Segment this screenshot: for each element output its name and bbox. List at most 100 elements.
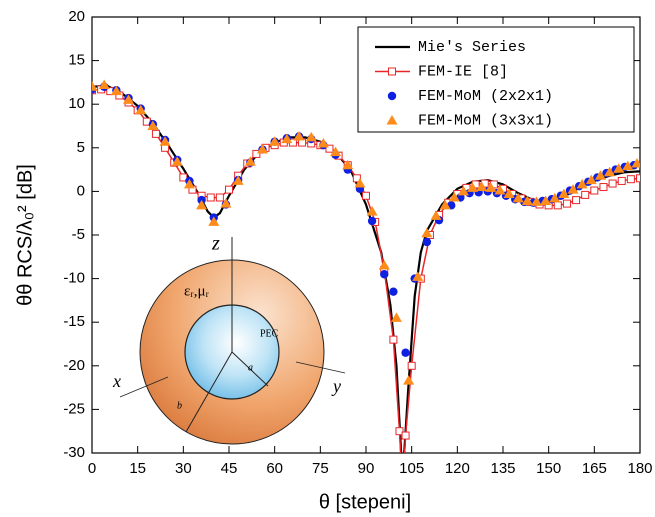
triangle-marker (330, 146, 342, 157)
square-marker (581, 190, 590, 199)
triangle-marker (585, 174, 597, 185)
triangle-marker (378, 260, 390, 270)
x-tick-label: 135 (490, 460, 515, 477)
circle-marker (422, 237, 432, 247)
triangle-marker (196, 199, 208, 210)
triangle-marker (256, 144, 268, 154)
triangle-marker (92, 81, 98, 91)
square-marker (225, 185, 233, 194)
triangle-marker (604, 166, 616, 177)
triangle-marker (576, 178, 588, 189)
y-tick-label: 10 (68, 95, 85, 112)
square-marker (325, 144, 334, 153)
inset-label: y (331, 376, 341, 396)
circle-marker (401, 348, 410, 357)
inset-label: εᵣ,μᵣ (184, 283, 210, 299)
circle-marker (387, 91, 397, 101)
x-tick-label: 150 (536, 460, 561, 477)
triangle-marker (594, 170, 606, 180)
legend-label: FEM-MoM (2x2x1) (418, 88, 553, 105)
x-tick-label: 180 (627, 460, 652, 477)
square-marker (572, 196, 581, 205)
square-marker (626, 175, 635, 184)
square-marker (617, 176, 626, 185)
inset-label: z (211, 233, 220, 255)
y-tick-label: -15 (63, 313, 85, 330)
square-marker (252, 149, 261, 158)
y-tick-label: -5 (72, 226, 85, 243)
square-marker (151, 129, 160, 138)
circle-marker (389, 287, 398, 296)
y-tick-label: -30 (63, 444, 85, 461)
circle-marker (367, 216, 377, 226)
triangle-marker (220, 198, 232, 208)
legend: Mie's Series FEM-IE [8] FEM-MoM (2x2x1) FEM… (357, 26, 635, 133)
y-tick-label: -10 (63, 270, 85, 287)
square-marker (553, 201, 562, 210)
inset-label: PEC (260, 328, 279, 339)
plot-area (92, 79, 640, 453)
x-tick-label: 15 (129, 460, 146, 477)
legend-label: FEM-MoM (3x3x1) (418, 112, 553, 129)
triangle-marker (386, 115, 398, 125)
triangle-marker (269, 136, 281, 146)
triangle-marker (135, 104, 147, 115)
triangle-marker (232, 175, 244, 185)
square-marker (179, 173, 188, 182)
triangle-marker (503, 188, 515, 199)
triangle-marker (558, 188, 570, 199)
square-marker (389, 335, 398, 344)
triangle-marker (421, 227, 433, 238)
triangle-marker (183, 178, 195, 189)
y-tick-label: 15 (68, 52, 85, 69)
triangle-marker (281, 133, 293, 144)
triangle-marker (412, 271, 424, 281)
triangle-marker (390, 312, 402, 322)
x-tick-label: 75 (312, 460, 329, 477)
triangle-marker (540, 195, 552, 205)
inset-diagram: z εᵣ,μᵣ PEC a b x y (112, 233, 346, 445)
triangle-marker (317, 137, 329, 148)
triangle-marker (439, 199, 451, 210)
triangle-marker (512, 192, 524, 203)
triangle-marker (305, 131, 317, 142)
triangle-marker (403, 375, 415, 385)
x-tick-label: 30 (175, 460, 192, 477)
x-tick-label: 105 (399, 460, 424, 477)
triangle-marker (457, 185, 469, 196)
triangle-marker (159, 136, 171, 146)
triangle-marker (293, 130, 305, 141)
square-marker (590, 186, 599, 195)
inset-label: x (112, 371, 121, 391)
square-marker (388, 67, 396, 76)
square-marker (636, 174, 640, 183)
y-axis-label: θθ RCS/λ₀² [dB] (14, 164, 36, 306)
legend-label: Mie's Series (418, 39, 526, 56)
triangle-marker (631, 157, 640, 168)
triangle-marker (244, 156, 256, 166)
inset-label: a (248, 362, 253, 373)
triangle-marker (476, 181, 488, 192)
square-marker (599, 183, 608, 192)
triangle-marker (366, 205, 378, 216)
triangle-marker (613, 163, 625, 173)
y-tick-label: 0 (77, 182, 85, 199)
triangle-marker (123, 94, 135, 104)
triangle-marker (622, 160, 634, 171)
square-marker (562, 199, 571, 208)
triangle-marker (521, 195, 533, 205)
square-marker (608, 179, 617, 188)
square-marker (352, 174, 361, 183)
y-tick-label: -25 (63, 400, 85, 417)
triangle-marker (549, 192, 561, 203)
triangle-marker (567, 184, 579, 194)
triangle-marker (467, 182, 479, 192)
triangle-marker (448, 192, 460, 202)
triangle-marker (208, 216, 220, 226)
square-marker (362, 191, 370, 200)
inset-label: b (177, 400, 182, 411)
y-tick-label: 20 (68, 8, 85, 25)
square-marker (215, 193, 224, 202)
x-axis-label: θ [stepeni] (319, 491, 411, 513)
